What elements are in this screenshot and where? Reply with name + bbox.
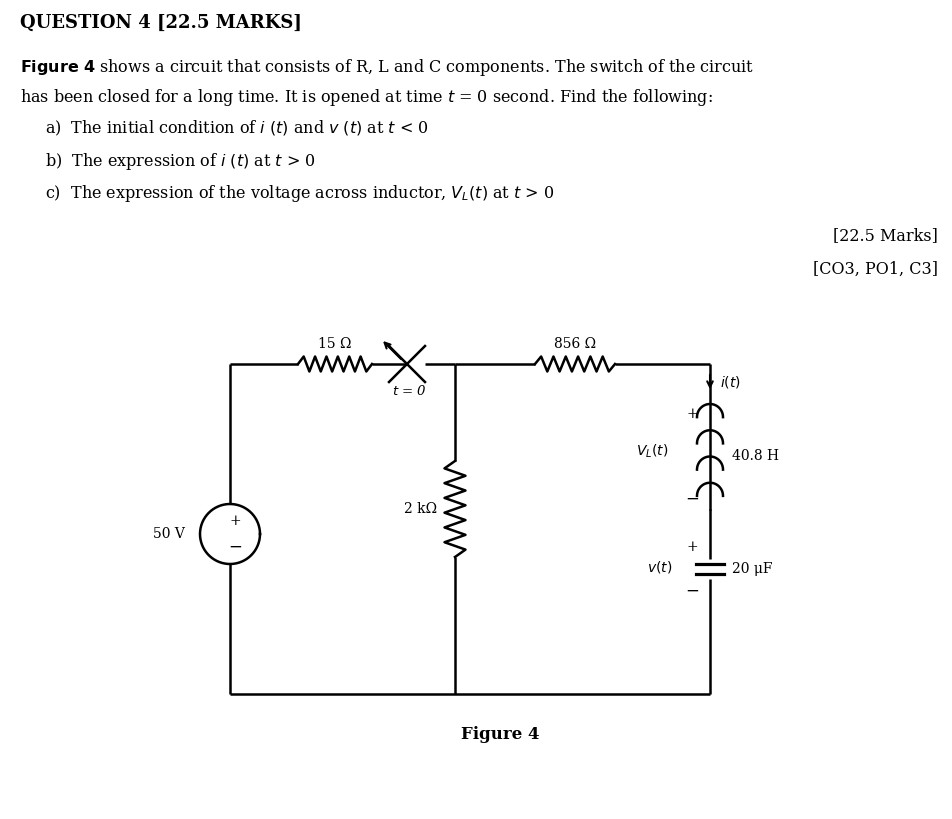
Text: a)  The initial condition of $i$ $(t)$ and $v$ $(t)$ at $t$ < 0: a) The initial condition of $i$ $(t)$ an… — [45, 119, 428, 138]
Text: $\mathbf{Figure\ 4}$ shows a circuit that consists of R, L and C components. The: $\mathbf{Figure\ 4}$ shows a circuit tha… — [20, 57, 754, 78]
Text: QUESTION 4 [22.5 MARKS]: QUESTION 4 [22.5 MARKS] — [20, 14, 302, 32]
Text: 40.8 H: 40.8 H — [732, 450, 779, 464]
Text: −: − — [228, 539, 242, 555]
Text: $v(t)$: $v(t)$ — [646, 559, 672, 575]
Text: −: − — [685, 582, 699, 600]
Text: c)  The expression of the voltage across inductor, $V_L(t)$ at $t$ > 0: c) The expression of the voltage across … — [45, 183, 554, 204]
Text: +: + — [229, 514, 241, 528]
Text: 50 V: 50 V — [153, 527, 185, 541]
Text: −: − — [685, 491, 699, 508]
Text: b)  The expression of $i$ $(t)$ at $t$ > 0: b) The expression of $i$ $(t)$ at $t$ > … — [45, 151, 315, 172]
Text: $i(t)$: $i(t)$ — [720, 374, 741, 390]
Text: $V_L(t)$: $V_L(t)$ — [636, 443, 668, 460]
Text: 856 Ω: 856 Ω — [554, 337, 596, 351]
Text: Figure 4: Figure 4 — [461, 726, 539, 743]
Text: 15 Ω: 15 Ω — [318, 337, 351, 351]
Text: +: + — [686, 540, 698, 554]
Text: $t$ = 0: $t$ = 0 — [391, 384, 426, 398]
Text: [CO3, PO1, C3]: [CO3, PO1, C3] — [813, 261, 938, 278]
Text: 2 kΩ: 2 kΩ — [404, 502, 437, 516]
Text: [22.5 Marks]: [22.5 Marks] — [833, 227, 938, 244]
Text: 20 μF: 20 μF — [732, 562, 772, 576]
Text: has been closed for a long time. It is opened at time $t$ = 0 second. Find the f: has been closed for a long time. It is o… — [20, 87, 713, 108]
Text: +: + — [686, 407, 698, 421]
